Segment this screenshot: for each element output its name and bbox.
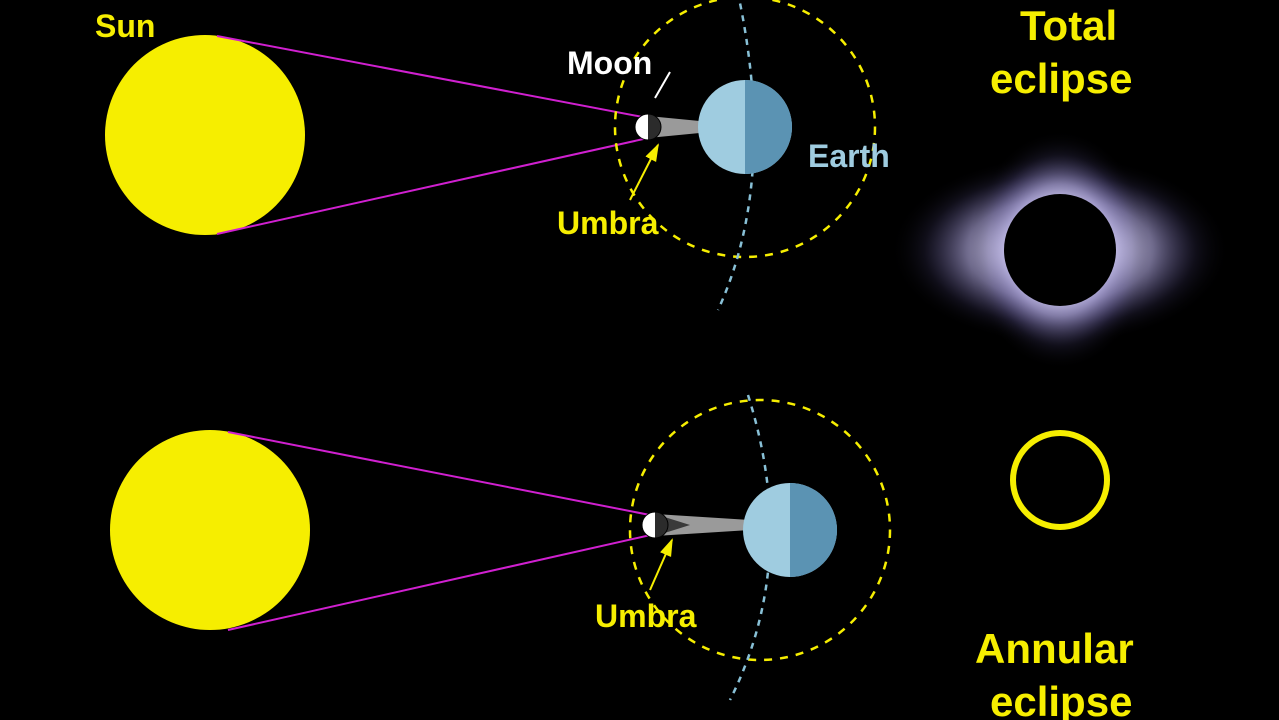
sun-label: Sun bbox=[95, 8, 155, 45]
earth-label: Earth bbox=[808, 138, 890, 175]
total-title-line1: Total bbox=[1020, 2, 1117, 50]
moon-label: Moon bbox=[567, 45, 652, 82]
eclipse-diagram: Sun Moon Earth Umbra Umbra Total eclipse… bbox=[0, 0, 1279, 720]
total-eclipse-icon bbox=[890, 130, 1230, 370]
bottom-moon bbox=[642, 512, 668, 538]
bottom-earth bbox=[743, 483, 837, 577]
top-umbra-arrow bbox=[630, 145, 658, 200]
annular-eclipse-icon bbox=[1013, 433, 1107, 527]
top-earth bbox=[698, 80, 792, 174]
bottom-umbra-arrow bbox=[650, 540, 672, 590]
total-title-line2: eclipse bbox=[990, 55, 1132, 103]
umbra-label-top: Umbra bbox=[557, 205, 658, 242]
bottom-sun bbox=[110, 430, 310, 630]
top-moon-leader bbox=[655, 72, 670, 98]
annular-title-line2: eclipse bbox=[990, 678, 1132, 720]
annular-title-line1: Annular bbox=[975, 625, 1134, 673]
top-sun bbox=[105, 35, 305, 235]
umbra-label-bottom: Umbra bbox=[595, 598, 696, 635]
top-moon bbox=[635, 114, 661, 140]
